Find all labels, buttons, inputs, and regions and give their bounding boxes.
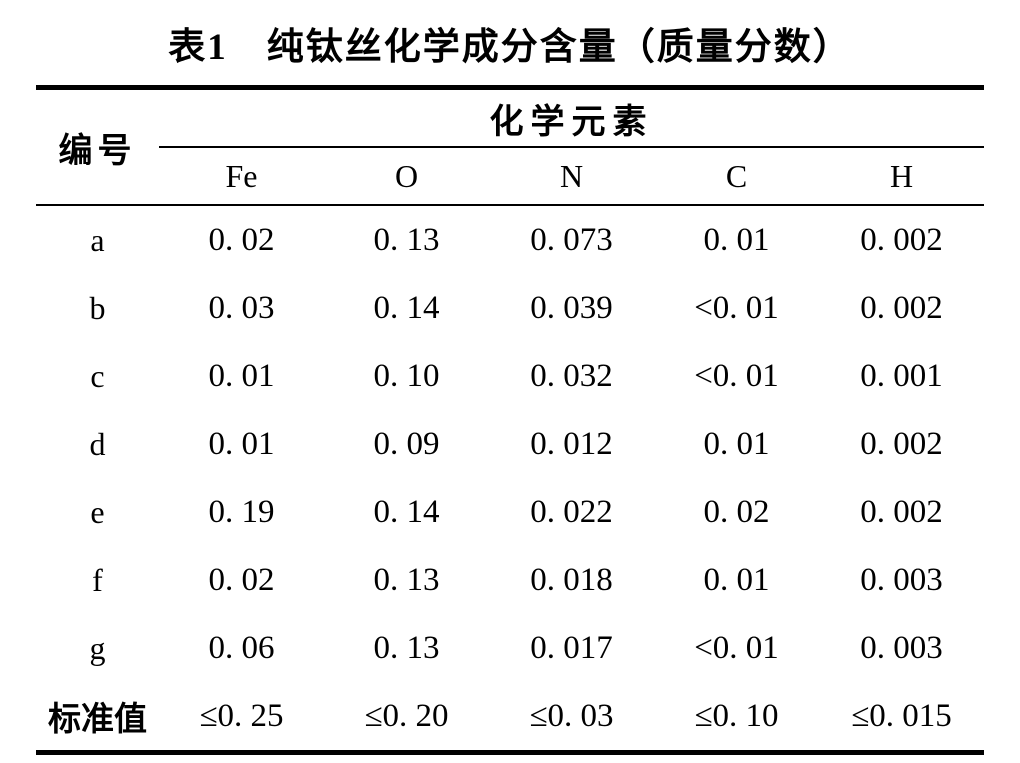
table-cell: 0. 01: [208, 357, 275, 394]
table-header: 编号 化学元素 Fe O N C H: [36, 87, 985, 206]
row-label: a: [90, 221, 105, 258]
table-cell: 0. 02: [703, 493, 770, 530]
column-header-c: C: [654, 147, 819, 206]
table-cell: 0. 073: [530, 221, 613, 258]
group-header-row: 编号 化学元素: [36, 87, 985, 206]
table-cell: 0. 003: [860, 629, 943, 666]
table-row: c 0. 01 0. 10 0. 032 <0. 01 0. 001: [36, 342, 984, 410]
table-cell: 0. 017: [530, 629, 613, 666]
table-cell: 0. 19: [208, 493, 275, 530]
table-cell: 0. 001: [860, 357, 943, 394]
table-row-standard-value: 标准值 ≤0. 25 ≤0. 20 ≤0. 03 ≤0. 10 ≤0. 015: [36, 682, 984, 753]
table-cell: 0. 02: [208, 221, 275, 258]
column-header-o: O: [324, 147, 489, 206]
table-cell: ≤0. 20: [364, 697, 449, 734]
row-label: 标准值: [48, 702, 147, 738]
table-cell: 0. 01: [703, 561, 770, 598]
table-cell: 0. 06: [208, 629, 275, 666]
table-row: e 0. 19 0. 14 0. 022 0. 02 0. 002: [36, 478, 984, 546]
table-cell: 0. 01: [703, 425, 770, 462]
table-cell: ≤0. 10: [694, 697, 779, 734]
table-cell: 0. 03: [208, 289, 275, 326]
table-cell: 0. 002: [860, 425, 943, 462]
table-cell: 0. 14: [373, 493, 440, 530]
table-cell: 0. 002: [860, 221, 943, 258]
table-row: g 0. 06 0. 13 0. 017 <0. 01 0. 003: [36, 614, 984, 682]
table-cell: 0. 10: [373, 357, 440, 394]
row-label: c: [90, 357, 105, 394]
table-cell: 0. 039: [530, 289, 613, 326]
table-cell: ≤0. 015: [851, 697, 952, 734]
column-header-fe: Fe: [159, 147, 324, 206]
table-row: f 0. 02 0. 13 0. 018 0. 01 0. 003: [36, 546, 984, 614]
table-cell: 0. 022: [530, 493, 613, 530]
table-cell: ≤0. 03: [529, 697, 614, 734]
row-label: e: [90, 493, 105, 530]
table-cell: 0. 002: [860, 493, 943, 530]
table-cell: 0. 02: [208, 561, 275, 598]
row-label: d: [89, 425, 106, 462]
table-row: a 0. 02 0. 13 0. 073 0. 01 0. 002: [36, 205, 984, 274]
table-cell: 0. 002: [860, 289, 943, 326]
element-header-row: Fe O N C H: [36, 147, 985, 206]
table-cell: 0. 018: [530, 561, 613, 598]
table-cell: 0. 09: [373, 425, 440, 462]
table-cell: 0. 14: [373, 289, 440, 326]
table-cell: <0. 01: [694, 629, 779, 666]
column-header-n: N: [489, 147, 654, 206]
table-cell: 0. 003: [860, 561, 943, 598]
table-cell: 0. 01: [703, 221, 770, 258]
table-cell: 0. 032: [530, 357, 613, 394]
column-header-id: 编号: [36, 87, 159, 206]
row-label: b: [89, 289, 106, 326]
table-row: b 0. 03 0. 14 0. 039 <0. 01 0. 002: [36, 274, 984, 342]
composition-table: 编号 化学元素 Fe O N C H a 0. 02 0. 13 0. 073 …: [36, 85, 985, 755]
table-cell: 0. 012: [530, 425, 613, 462]
table-cell: 0. 13: [373, 221, 440, 258]
table-cell: 0. 01: [208, 425, 275, 462]
table-cell: <0. 01: [694, 289, 779, 326]
column-header-h: H: [819, 147, 985, 206]
row-label: f: [92, 561, 103, 598]
table-cell: ≤0. 25: [199, 697, 284, 734]
table-title: 表1 纯钛丝化学成分含量（质量分数）: [168, 27, 852, 68]
column-group-chemical-elements: 化学元素: [159, 87, 985, 148]
row-label: g: [89, 629, 106, 666]
table-cell: <0. 01: [694, 357, 779, 394]
table-cell: 0. 13: [373, 629, 440, 666]
table-row: d 0. 01 0. 09 0. 012 0. 01 0. 002: [36, 410, 984, 478]
table-body: a 0. 02 0. 13 0. 073 0. 01 0. 002 b 0. 0…: [36, 205, 984, 753]
table-cell: 0. 13: [373, 561, 440, 598]
